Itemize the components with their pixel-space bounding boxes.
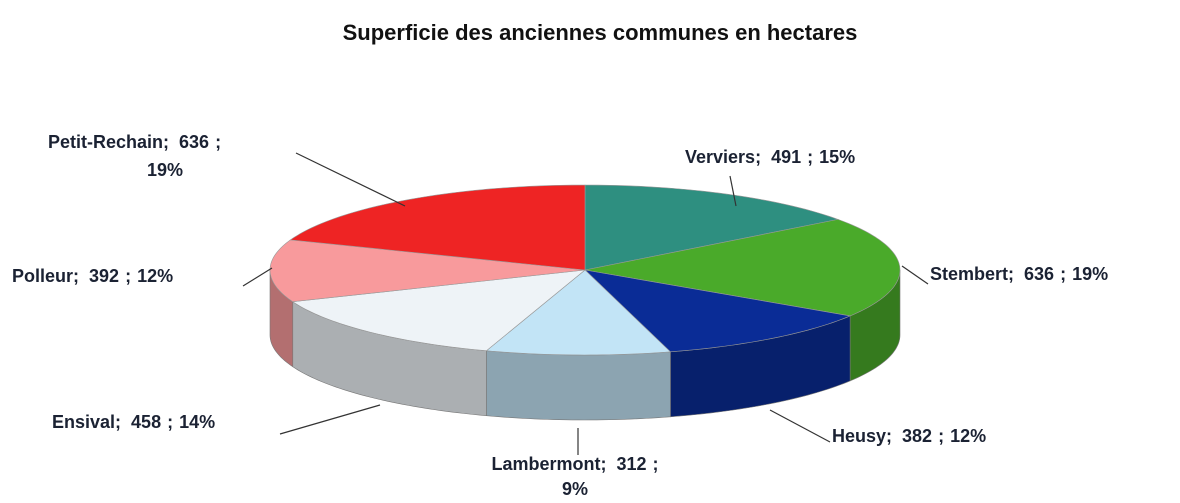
label-name: Verviers	[685, 147, 755, 167]
data-label: Lambermont; 312;	[491, 454, 658, 474]
slice-side	[486, 350, 671, 421]
label-sep: ;	[938, 426, 944, 446]
label-value: 312	[616, 454, 646, 474]
label-percent: 19%	[1072, 264, 1108, 284]
label-percent: 9%	[562, 479, 588, 499]
slice	[584, 269, 852, 353]
label-value: 392	[89, 266, 119, 286]
slice	[485, 269, 672, 356]
slice	[289, 184, 586, 271]
label-value: 491	[771, 147, 801, 167]
label-sep: ;	[125, 266, 131, 286]
label-value: 636	[179, 132, 209, 152]
leader-line	[769, 409, 831, 443]
label-sep: ;	[1060, 264, 1066, 284]
slice	[584, 184, 840, 271]
label-name: Petit-Rechain	[48, 132, 163, 152]
data-label: 19%	[147, 160, 183, 180]
slice	[269, 239, 586, 303]
leader-line	[295, 152, 406, 207]
label-sep: ;	[653, 454, 659, 474]
label-sep: ;	[73, 266, 79, 286]
label-percent: 12%	[137, 266, 173, 286]
data-label: Heusy; 382; 12%	[832, 426, 986, 446]
label-percent: 12%	[950, 426, 986, 446]
leader-line	[729, 175, 737, 207]
data-label: Polleur; 392; 12%	[12, 266, 173, 286]
label-sep: ;	[215, 132, 221, 152]
label-sep: ;	[807, 147, 813, 167]
label-sep: ;	[167, 412, 173, 432]
label-percent: 14%	[179, 412, 215, 432]
leader-line	[242, 267, 273, 287]
data-label: 9%	[562, 479, 588, 499]
label-value: 636	[1024, 264, 1054, 284]
slice	[291, 269, 586, 352]
data-label: Verviers; 491; 15%	[685, 147, 855, 167]
label-value: 458	[131, 412, 161, 432]
label-sep: ;	[755, 147, 761, 167]
label-name: Polleur	[12, 266, 73, 286]
leader-line	[901, 265, 929, 285]
label-sep: ;	[163, 132, 169, 152]
label-name: Heusy	[832, 426, 886, 446]
label-percent: 15%	[819, 147, 855, 167]
label-sep: ;	[600, 454, 606, 474]
label-sep: ;	[1008, 264, 1014, 284]
label-name: Stembert	[930, 264, 1008, 284]
chart-title: Superficie des anciennes communes en hec…	[343, 20, 858, 45]
data-label: Stembert; 636; 19%	[930, 264, 1108, 284]
leader-line	[279, 404, 381, 435]
label-sep: ;	[115, 412, 121, 432]
data-label: Petit-Rechain; 636;	[48, 132, 221, 152]
label-percent: 19%	[147, 160, 183, 180]
data-label: Ensival; 458; 14%	[52, 412, 215, 432]
label-sep: ;	[886, 426, 892, 446]
slice	[584, 219, 901, 317]
label-name: Lambermont	[491, 454, 600, 474]
label-value: 382	[902, 426, 932, 446]
label-name: Ensival	[52, 412, 115, 432]
